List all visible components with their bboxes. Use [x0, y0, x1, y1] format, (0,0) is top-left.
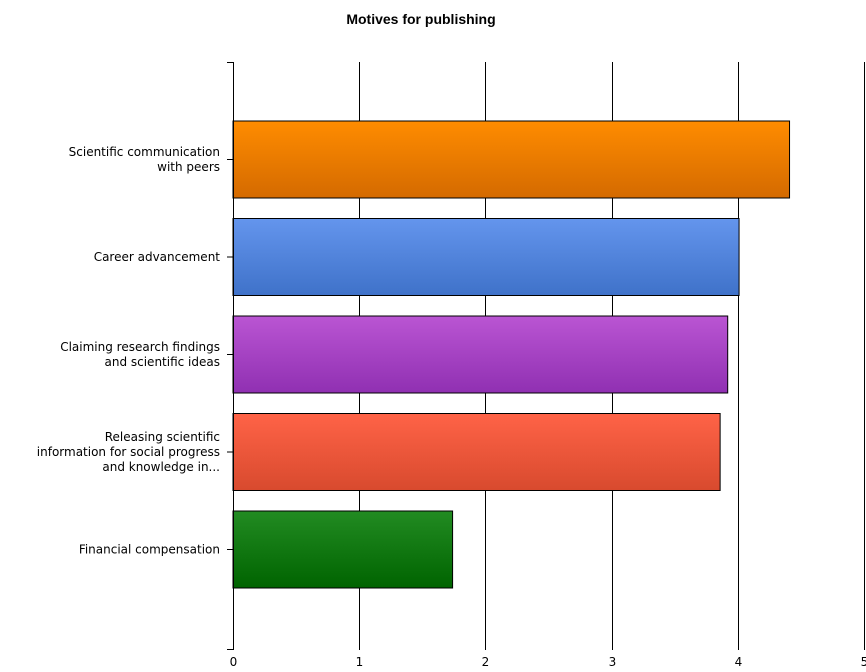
x-tick-label: 0: [230, 655, 238, 669]
category-label: Claiming research findings and scientific…: [60, 340, 220, 369]
bar: [232, 218, 740, 296]
x-tick-label: 1: [356, 655, 364, 669]
x-tick-label: 4: [735, 655, 743, 669]
x-tick-label: 3: [609, 655, 617, 669]
bar: [232, 510, 454, 589]
category-label: Releasing scientific information for soci…: [37, 430, 220, 474]
x-tick-labels: 0 1 2 3 4 5: [230, 655, 866, 669]
category-label: Scientific communication with peers: [69, 145, 220, 174]
bar: [232, 413, 721, 491]
chart-title: Motives for publishing: [346, 11, 495, 27]
category-labels: Scientific communication with peers Career…: [37, 145, 221, 557]
category-label: Career advancement: [94, 250, 221, 264]
category-label: Financial compensation: [79, 543, 220, 557]
x-tick-label: 2: [482, 655, 490, 669]
y-axis: [227, 62, 234, 650]
bars: [232, 120, 791, 589]
x-tick-label: 5: [861, 655, 866, 669]
bar: [232, 315, 729, 394]
bar: [232, 120, 791, 199]
